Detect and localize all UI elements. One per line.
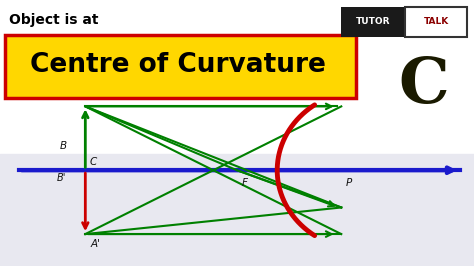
FancyBboxPatch shape: [5, 35, 356, 98]
Text: P: P: [346, 178, 352, 188]
Text: A': A': [90, 239, 100, 250]
Text: B: B: [59, 141, 66, 151]
Text: F: F: [242, 178, 248, 188]
Text: C: C: [90, 157, 97, 167]
Text: Object is at: Object is at: [9, 13, 99, 27]
Text: TUTOR: TUTOR: [356, 17, 391, 26]
Text: A: A: [90, 90, 97, 101]
FancyBboxPatch shape: [341, 7, 405, 37]
Text: C: C: [399, 55, 450, 116]
Text: Centre of Curvature: Centre of Curvature: [30, 52, 326, 78]
FancyBboxPatch shape: [405, 7, 467, 37]
Text: B': B': [57, 173, 66, 183]
Text: TALK: TALK: [423, 17, 449, 26]
